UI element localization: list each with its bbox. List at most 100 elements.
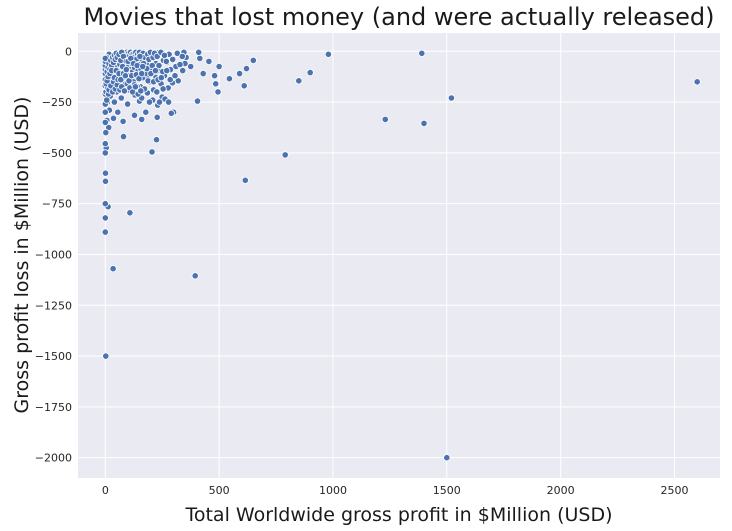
x-tick-label: 500 [209, 484, 230, 497]
plot-background [78, 33, 720, 478]
data-point [215, 62, 223, 71]
y-axis-label: Gross profit loss in $Million (USD) [11, 97, 33, 414]
data-point [102, 129, 110, 137]
data-point [163, 67, 171, 75]
y-tick-label: −750 [42, 198, 72, 211]
data-point [124, 100, 132, 108]
data-point [225, 75, 233, 83]
x-tick-label: 2500 [660, 484, 688, 497]
data-point [324, 50, 332, 58]
data-point [137, 87, 145, 95]
data-point [101, 228, 109, 236]
data-point [281, 151, 289, 159]
data-point [165, 98, 173, 106]
data-point [159, 85, 167, 93]
data-point [110, 98, 119, 106]
y-tick-label: 0 [65, 45, 72, 58]
data-point [117, 76, 125, 84]
data-point [693, 78, 701, 86]
data-point [157, 74, 165, 82]
data-point [109, 265, 117, 273]
data-point [306, 69, 314, 77]
data-point [101, 169, 110, 177]
data-point [114, 108, 122, 116]
data-point [249, 56, 257, 65]
data-point [241, 176, 249, 184]
x-tick-label: 2000 [547, 484, 575, 497]
y-tick-label: −500 [42, 147, 72, 160]
y-tick-label: −250 [42, 96, 72, 109]
y-tick-label: −2000 [35, 452, 72, 465]
data-point [138, 70, 146, 78]
x-tick-label: 1500 [433, 484, 461, 497]
data-point [162, 57, 170, 66]
y-tick-label: −1000 [35, 248, 72, 261]
grid-lines [78, 33, 720, 478]
x-tick-label: 0 [102, 484, 109, 497]
x-tick-labels: 0 500 1000 1500 2000 2500 [102, 484, 689, 497]
data-point [101, 108, 109, 116]
data-point [240, 82, 248, 90]
data-point [117, 94, 125, 102]
data-point [199, 70, 207, 78]
data-point [236, 70, 244, 78]
x-tick-label: 1000 [319, 484, 347, 497]
data-point [145, 98, 154, 106]
data-point [160, 51, 169, 60]
data-point [196, 54, 204, 63]
data-points [101, 48, 701, 462]
data-point [101, 118, 109, 127]
data-point [101, 200, 109, 208]
data-point [103, 96, 111, 104]
data-point [195, 48, 203, 56]
data-point [102, 352, 110, 360]
data-point [101, 140, 109, 148]
data-point [120, 87, 129, 95]
data-point [176, 60, 184, 69]
data-point [130, 111, 139, 119]
data-point [139, 62, 147, 71]
data-point [148, 61, 156, 70]
data-point [101, 149, 109, 157]
data-point [242, 65, 251, 73]
data-point [155, 98, 164, 106]
data-point [443, 454, 451, 462]
data-point [187, 62, 195, 71]
data-point [153, 113, 161, 121]
data-point [447, 94, 455, 102]
data-point [381, 115, 389, 124]
y-tick-label: −1500 [35, 350, 72, 363]
data-point [131, 83, 139, 91]
data-point [151, 67, 159, 75]
data-point [148, 148, 156, 156]
data-point [142, 108, 150, 116]
data-point [295, 77, 303, 85]
chart-title: Movies that lost money (and were actuall… [83, 3, 714, 31]
data-point [420, 119, 428, 128]
data-point [169, 55, 177, 64]
data-point [211, 72, 219, 80]
data-point [119, 117, 127, 126]
data-point [152, 136, 161, 144]
data-point [167, 109, 175, 117]
data-point [122, 66, 130, 74]
data-point [109, 114, 118, 122]
data-point [138, 115, 146, 124]
data-point [153, 88, 161, 96]
data-point [205, 57, 213, 66]
data-point [191, 272, 199, 280]
data-point [101, 177, 110, 185]
data-point [119, 133, 128, 141]
y-tick-label: −1250 [35, 299, 72, 312]
y-tick-label: −1750 [35, 401, 72, 414]
data-point [214, 88, 222, 96]
data-point [178, 52, 186, 61]
data-point [193, 97, 202, 105]
y-tick-labels: 0 −250 −500 −750 −1000 −1250 −1500 −1750 −2000 [35, 45, 72, 464]
data-point [101, 214, 109, 222]
data-point [126, 209, 134, 217]
data-point [136, 52, 144, 61]
data-point [418, 49, 426, 57]
data-point [171, 72, 179, 80]
